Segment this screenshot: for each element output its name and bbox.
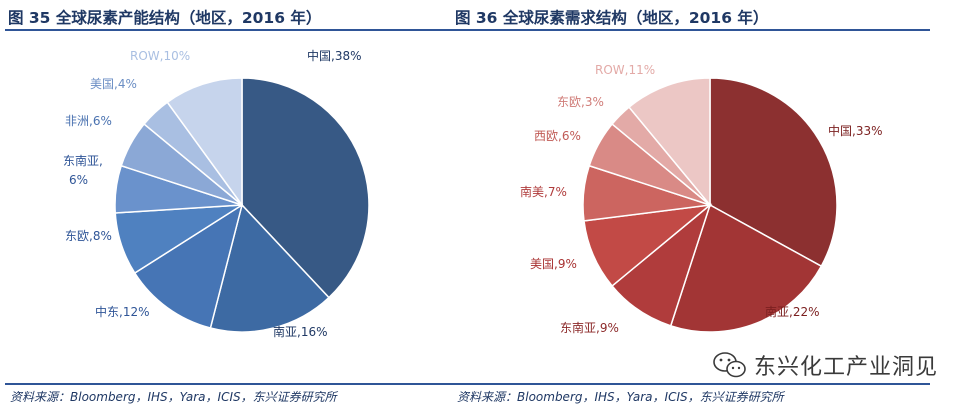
slice-label-4: 南美,7% [520,184,567,199]
pie-slice-7 [627,77,711,208]
slice-label-7: ROW,10% [130,49,190,63]
pie-slice-2 [133,203,244,329]
slice-label-6: 东欧,3% [557,95,604,109]
slice-label-2: 中东,12% [95,304,150,319]
slice-label-1: 南亚,16% [273,324,328,339]
watermark-text: 东兴化工产业洞见 [754,355,939,380]
chart-title: 图 35 全球尿素产能结构（地区，2016 年） [8,9,322,27]
slice-label-4: 东南亚, 6% [63,153,103,187]
slice-label-3: 美国,9% [530,257,577,271]
source-note: 资料来源：Bloomberg，IHS，Yara，ICIS，东兴证券研究所 [457,390,784,404]
pie-slice-1 [209,203,331,333]
slice-label-3: 东欧,8% [65,229,112,243]
slice-label-6: 美国,4% [90,77,137,91]
pie-chart-demand: 中国,33% 南亚,22% 东南亚,9% 美国,9% 南美,7% 西欧,6% 东欧,3% RO… [520,63,883,335]
slice-label-5: 非洲,6% [65,114,112,128]
pie-slice-0 [709,77,838,268]
slice-label-0: 中国,38% [307,48,362,63]
slice-label-1: 南亚,22% [765,304,820,319]
title-divider [5,29,483,31]
pie-slice-0 [241,77,370,299]
chart-title: 图 36 全球尿素需求结构（地区，2016 年） [455,9,769,27]
wechat-icon [713,352,746,378]
chart-panel-capacity: 图 35 全球尿素产能结构（地区，2016 年） 中国,38% 南亚,16% 中东,… [5,0,483,409]
source-divider [5,383,483,385]
slice-label-5: 西欧,6% [534,129,581,143]
source-note: 资料来源：Bloomberg，IHS，Yara，ICIS，东兴证券研究所 [10,390,337,404]
slice-label-2: 东南亚,9% [560,320,619,335]
pie-slice-1 [669,203,823,333]
chart-panel-demand: 图 36 全球尿素需求结构（地区，2016 年） 中国,33% 南亚,22% 东南亚… [452,0,930,409]
title-divider [452,29,930,31]
slice-label-7: ROW,11% [595,63,655,77]
pie-chart-capacity: 中国,38% 南亚,16% 中东,12% 东欧,8% 东南亚, 6% 非洲,6% 美国,4% R… [63,48,370,339]
pie-slice-7 [166,77,243,208]
watermark: 东兴化工产业洞见 [712,346,938,384]
source-divider [452,383,930,385]
slice-label-0: 中国,33% [828,123,883,138]
